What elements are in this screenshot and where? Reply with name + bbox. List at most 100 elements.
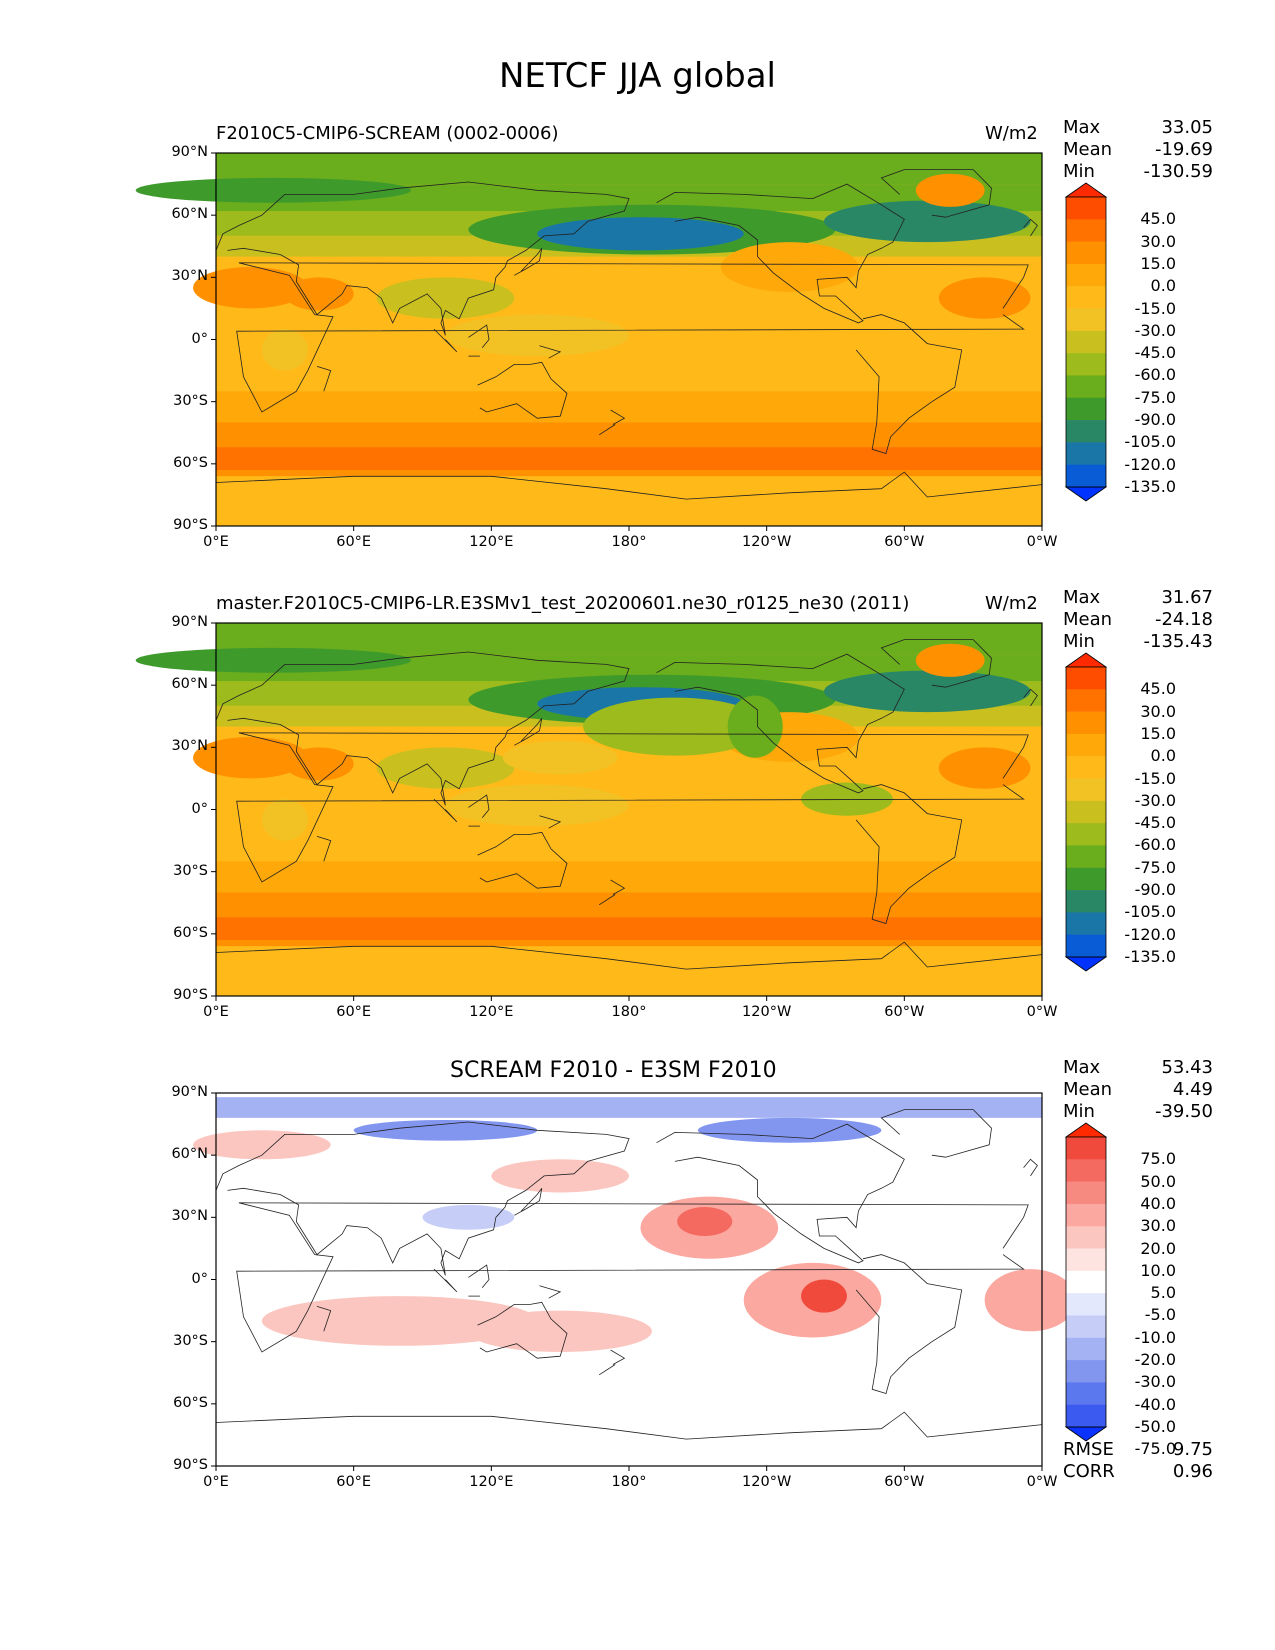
colorbar-segment <box>1066 1203 1106 1227</box>
colorbar-segment <box>1066 845 1106 869</box>
stat-max: Max 31.67 <box>1063 587 1213 608</box>
field-band <box>216 1097 1042 1118</box>
coastline <box>468 1264 490 1289</box>
colorbar-segment <box>1066 197 1106 220</box>
colorbar-tick-label: -60.0 <box>1134 835 1176 855</box>
colorbar-tick-label: 20.0 <box>1140 1238 1176 1258</box>
y-tick-label: 0° <box>191 330 208 347</box>
colorbar-segment <box>1066 219 1106 242</box>
y-tick-label: 90°S <box>173 1457 208 1473</box>
coastlines <box>215 169 1043 500</box>
field-feature <box>824 200 1031 243</box>
coastline <box>433 1268 458 1293</box>
field-feature <box>193 1130 331 1160</box>
colorbar-extend-min <box>1064 486 1108 502</box>
field-feature <box>697 1117 882 1143</box>
colorbar-tick-label: -75.0 <box>1134 387 1176 407</box>
field-band <box>216 861 1042 893</box>
map-background <box>216 1093 1042 1466</box>
coastline <box>598 894 616 906</box>
coastline <box>880 169 992 218</box>
x-tick-label: 120°W <box>742 1004 792 1020</box>
colorbar-extend-max <box>1064 1122 1108 1138</box>
colorbar-tick-label: -120.0 <box>1124 924 1176 944</box>
field-band <box>216 476 1042 526</box>
colorbar-segment <box>1066 1337 1106 1361</box>
coastline <box>477 1301 568 1359</box>
colorbar-tick-label: -30.0 <box>1134 1372 1176 1392</box>
x-tick-label: 120°E <box>469 1474 514 1490</box>
colorbar-extend-max <box>1064 652 1108 668</box>
field-feature <box>468 1310 652 1353</box>
panel-title: master.F2010C5-CMIP6-LR.E3SMv1_test_2020… <box>216 593 910 614</box>
y-tick-label: 60°S <box>173 924 208 941</box>
y-tick-label: 30°N <box>171 738 208 755</box>
axes <box>211 152 1043 531</box>
field-band <box>216 946 1042 996</box>
colorbar-tick-label: 75.0 <box>1140 1149 1176 1169</box>
coastline <box>855 784 963 925</box>
coastline <box>514 718 543 746</box>
field-feature <box>915 643 985 677</box>
coastline <box>468 324 490 349</box>
y-tick-label: 90°N <box>171 614 208 630</box>
x-tick-label: 60°W <box>884 1474 925 1490</box>
colorbar-tick-label: 0.0 <box>1150 276 1176 296</box>
colorbar-tick-label: 40.0 <box>1140 1193 1176 1213</box>
field-feature <box>445 784 629 827</box>
coastline <box>855 314 963 455</box>
x-tick-label: 0°E <box>203 534 229 550</box>
stat-min: Min -39.50 <box>1063 1101 1213 1122</box>
colorbar-tick-label: -75.0 <box>1134 857 1176 877</box>
stat-max: Max 53.43 <box>1063 1057 1213 1078</box>
colorbar-tick-label: -45.0 <box>1134 813 1176 833</box>
field-band <box>216 153 1042 185</box>
x-tick-label: 180° <box>611 1474 647 1490</box>
y-tick-label: 30°N <box>171 268 208 285</box>
field-feature <box>727 695 783 758</box>
field-feature <box>915 173 985 207</box>
coastline <box>514 1188 543 1216</box>
colorbar-segment <box>1066 711 1106 735</box>
x-tick-label: 120°W <box>742 1474 792 1490</box>
colorbar-tick-label: -135.0 <box>1124 947 1176 966</box>
metric-value: 0.96 <box>1172 1461 1213 1482</box>
colorbar-tick-label: 30.0 <box>1140 701 1176 721</box>
field-band <box>216 892 1042 909</box>
x-tick-label: 120°E <box>469 534 514 550</box>
x-tick-label: 0°E <box>203 1004 229 1020</box>
contour-map <box>193 1092 1108 1471</box>
colorbar-tick-label: -105.0 <box>1124 902 1176 922</box>
colorbar-tick-label: -105.0 <box>1124 432 1176 452</box>
colorbar-segment <box>1066 1293 1106 1316</box>
colorbar <box>1064 652 1108 972</box>
colorbar-segment <box>1066 1181 1106 1205</box>
colorbar-tick-label: 30.0 <box>1140 1216 1176 1236</box>
x-tick-label: 0°E <box>203 1474 229 1490</box>
y-tick-label: 90°N <box>171 144 208 160</box>
field-feature <box>801 782 893 816</box>
stat-label: Mean <box>1063 1079 1113 1100</box>
stat-value: 53.43 <box>1161 1057 1213 1078</box>
colorbar-segment <box>1066 934 1106 958</box>
colorbar-tick-label: -90.0 <box>1134 410 1176 430</box>
colorbar-tick-label: 0.0 <box>1150 746 1176 766</box>
field-feature <box>261 799 308 841</box>
coastline <box>215 471 1043 500</box>
axes <box>211 622 1043 1001</box>
x-tick-label: 0°W <box>1026 1474 1058 1490</box>
x-tick-label: 60°W <box>884 1004 925 1020</box>
stat-label: Min <box>1063 1101 1095 1122</box>
x-tick-label: 0°W <box>1026 1004 1058 1020</box>
field-feature <box>445 314 629 357</box>
coastline <box>215 181 630 336</box>
coastline <box>433 798 458 823</box>
coastline <box>316 1306 332 1332</box>
x-tick-label: 60°E <box>336 1004 372 1020</box>
y-tick-label: 60°N <box>171 206 208 223</box>
colorbar-segment <box>1066 890 1106 913</box>
field-feature <box>938 747 1031 789</box>
colorbar-tick-label: -90.0 <box>1134 880 1176 900</box>
chart-panel-difference: SCREAM F2010 - E3SM F2010 Max 53.43 Mean… <box>0 1045 1275 1515</box>
y-tick-label: 0° <box>191 1270 208 1287</box>
